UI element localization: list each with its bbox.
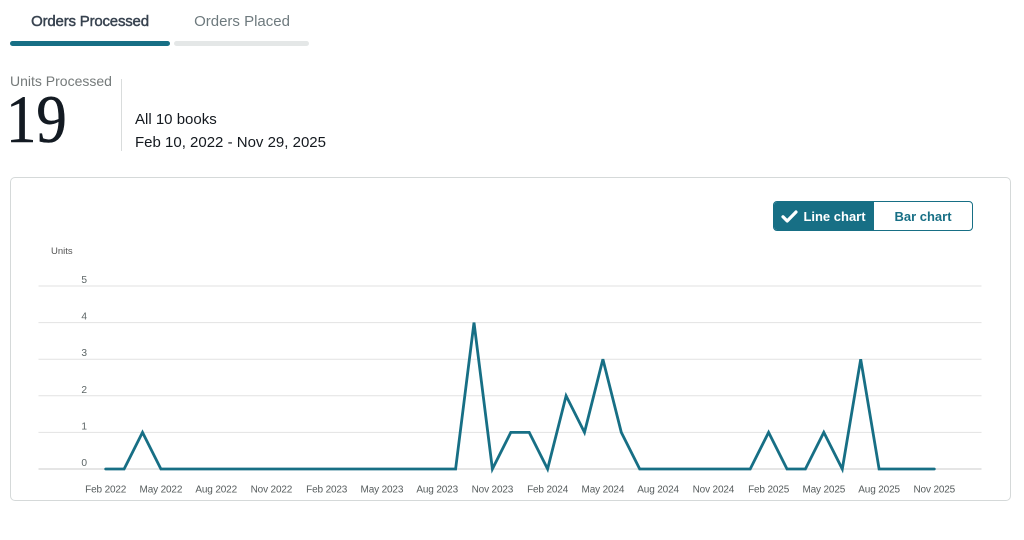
svg-text:Feb 2023: Feb 2023	[306, 485, 348, 496]
svg-text:Feb 2025: Feb 2025	[748, 485, 790, 496]
svg-text:May 2024: May 2024	[582, 485, 625, 496]
svg-text:5: 5	[81, 275, 87, 286]
svg-text:Aug 2022: Aug 2022	[195, 485, 237, 496]
svg-text:Units: Units	[51, 246, 73, 257]
svg-text:May 2025: May 2025	[802, 485, 845, 496]
svg-text:Aug 2025: Aug 2025	[858, 485, 900, 496]
svg-text:3: 3	[81, 348, 87, 359]
svg-text:Nov 2023: Nov 2023	[472, 485, 514, 496]
svg-text:Aug 2023: Aug 2023	[416, 485, 458, 496]
svg-text:4: 4	[81, 312, 87, 323]
svg-text:May 2023: May 2023	[361, 485, 404, 496]
svg-text:Aug 2024: Aug 2024	[637, 485, 679, 496]
svg-text:May 2022: May 2022	[140, 485, 183, 496]
svg-text:Nov 2025: Nov 2025	[913, 485, 955, 496]
svg-text:Nov 2024: Nov 2024	[693, 485, 735, 496]
svg-text:1: 1	[81, 421, 87, 432]
svg-text:Nov 2022: Nov 2022	[251, 485, 293, 496]
svg-text:Feb 2024: Feb 2024	[527, 485, 569, 496]
svg-text:Feb 2022: Feb 2022	[85, 485, 127, 496]
svg-text:0: 0	[81, 458, 87, 469]
svg-text:2: 2	[81, 385, 87, 396]
